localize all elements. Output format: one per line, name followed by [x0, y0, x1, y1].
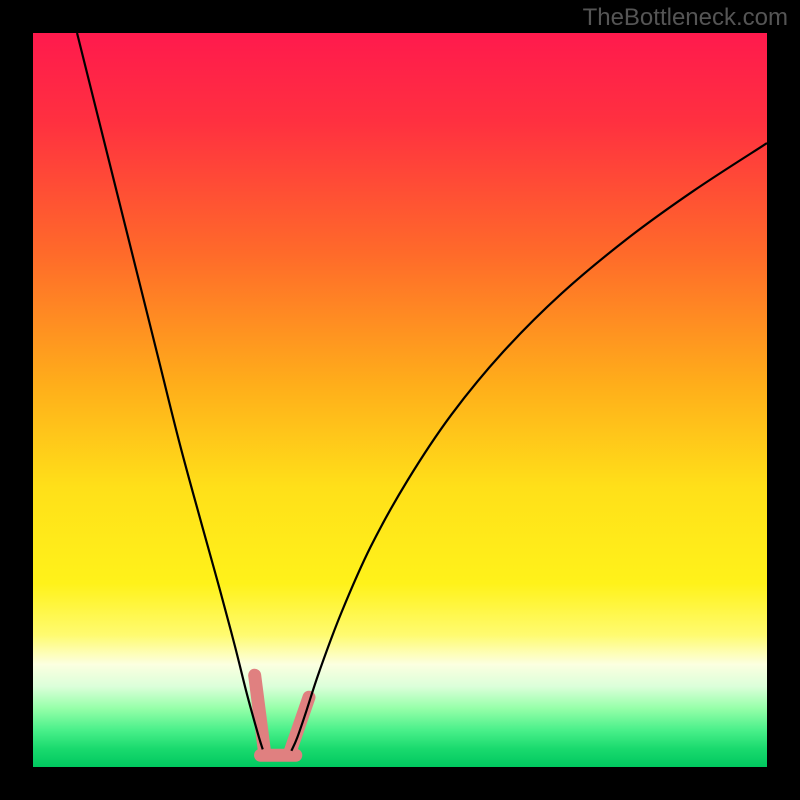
- chart-container: TheBottleneck.com: [0, 0, 800, 800]
- watermark-text: TheBottleneck.com: [583, 4, 788, 32]
- chart-svg: [0, 0, 800, 800]
- plot-background: [33, 33, 767, 767]
